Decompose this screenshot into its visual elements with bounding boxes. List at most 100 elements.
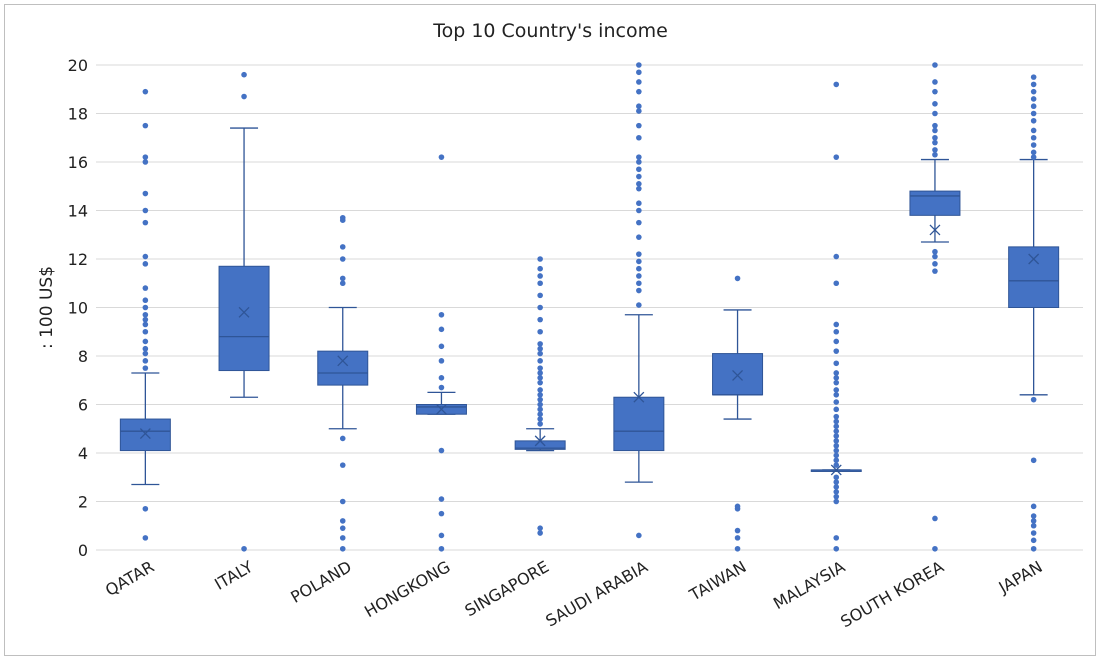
box-italy [218,265,270,372]
outlier-point-qatar [142,88,149,95]
outlier-point-malaysia [833,348,840,354]
outlier-point-malaysia [833,535,840,541]
outlier-point-saudi-arabia [636,265,642,272]
outlier-point-saudi-arabia [636,62,642,68]
outlier-point-singapore [537,416,543,422]
outlier-point-singapore [537,530,543,536]
box-taiwan [712,353,764,396]
outlier-point-malaysia [833,462,840,468]
outlier-point-japan [1030,96,1037,102]
outlier-point-singapore [537,365,543,371]
outlier-point-saudi-arabia [636,185,642,192]
outlier-point-qatar [142,304,149,311]
outlier-point-malaysia [833,406,840,413]
outlier-point-saudi-arabia [636,200,642,207]
outlier-point-poland [339,435,346,442]
y-tick-label: 6 [78,396,88,415]
y-tick-label: 0 [78,541,88,560]
outlier-point-qatar [142,219,149,226]
outlier-point-singapore [537,370,543,376]
outlier-point-saudi-arabia [636,234,642,240]
outlier-point-saudi-arabia [636,154,642,160]
outlier-point-saudi-arabia [636,122,642,129]
outlier-point-hongkong [438,447,445,454]
outlier-point-japan [1030,81,1037,88]
chart-frame [4,4,1096,656]
outlier-point-taiwan [734,545,741,552]
y-tick-label: 10 [68,299,88,318]
outlier-point-qatar [142,122,149,129]
mean-marker-hongkong [435,403,447,415]
outlier-point-italy [241,93,247,100]
outlier-point-taiwan [734,275,741,282]
x-tick-label-singapore: SINGAPORE [462,557,553,620]
outlier-point-saudi-arabia [636,159,642,165]
outlier-point-malaysia [833,474,840,481]
outlier-point-hongkong [438,384,445,391]
outlier-point-south-korea [932,268,938,274]
outlier-point-saudi-arabia [636,219,642,226]
outlier-point-singapore [537,273,543,279]
mean-marker-japan [1028,253,1040,265]
outlier-point-saudi-arabia [636,258,642,265]
outlier-point-qatar [142,365,149,371]
outlier-point-malaysia [833,484,840,490]
outlier-point-singapore [537,280,543,287]
outlier-point-south-korea [932,127,938,134]
outlier-point-hongkong [438,358,445,364]
outlier-point-qatar [142,154,149,160]
outlier-point-taiwan [734,503,741,510]
x-tick-label-poland: POLAND [287,557,354,607]
mean-marker-poland [337,355,349,367]
box-south-korea [909,190,961,216]
outlier-point-malaysia [833,338,840,345]
outlier-point-saudi-arabia [636,108,642,114]
outlier-point-hongkong [438,496,445,502]
outlier-point-singapore [537,265,543,272]
outlier-point-saudi-arabia [636,280,642,287]
outlier-point-japan [1030,513,1037,519]
outlier-point-saudi-arabia [636,166,642,173]
x-tick-label-taiwan: TAIWAN [685,557,749,605]
y-tick-label: 16 [68,153,88,172]
x-tick-label-malaysia: MALAYSIA [770,557,848,613]
outlier-point-malaysia [833,154,840,160]
mean-marker-malaysia [830,464,842,476]
outlier-point-singapore [537,341,543,347]
outlier-point-hongkong [438,154,445,160]
outlier-point-south-korea [932,545,938,552]
outlier-point-malaysia [833,360,840,367]
outlier-point-hongkong [438,375,445,381]
outlier-point-malaysia [833,413,840,420]
outlier-point-malaysia [833,253,840,260]
x-tick-label-south-korea: SOUTH KOREA [837,557,947,631]
outlier-point-south-korea [932,147,938,153]
outlier-point-south-korea [932,62,938,68]
outlier-point-south-korea [932,515,938,522]
outlier-point-poland [339,545,346,552]
outlier-point-qatar [142,328,149,335]
outlier-point-singapore [537,411,543,418]
mean-marker-qatar [139,428,151,440]
outlier-point-malaysia [833,489,840,495]
outlier-point-singapore [537,401,543,408]
outlier-point-singapore [537,304,543,311]
outlier-point-south-korea [932,110,938,117]
outlier-point-japan [1030,127,1037,134]
outlier-point-poland [339,244,346,250]
outlier-point-japan [1030,545,1037,552]
outlier-point-qatar [142,159,149,165]
outlier-point-qatar [142,207,149,214]
box-saudi-arabia [613,396,665,452]
outlier-point-saudi-arabia [636,251,642,257]
outlier-point-japan [1030,149,1037,156]
outlier-point-qatar [142,505,149,512]
outlier-point-poland [339,525,346,531]
chart-title: Top 10 Country's income [433,20,668,42]
outlier-point-saudi-arabia [636,273,642,279]
outlier-point-japan [1030,74,1037,80]
outlier-point-saudi-arabia [636,103,642,110]
outlier-point-malaysia [833,399,840,405]
y-tick-label: 12 [68,250,88,269]
outlier-point-qatar [142,253,149,260]
